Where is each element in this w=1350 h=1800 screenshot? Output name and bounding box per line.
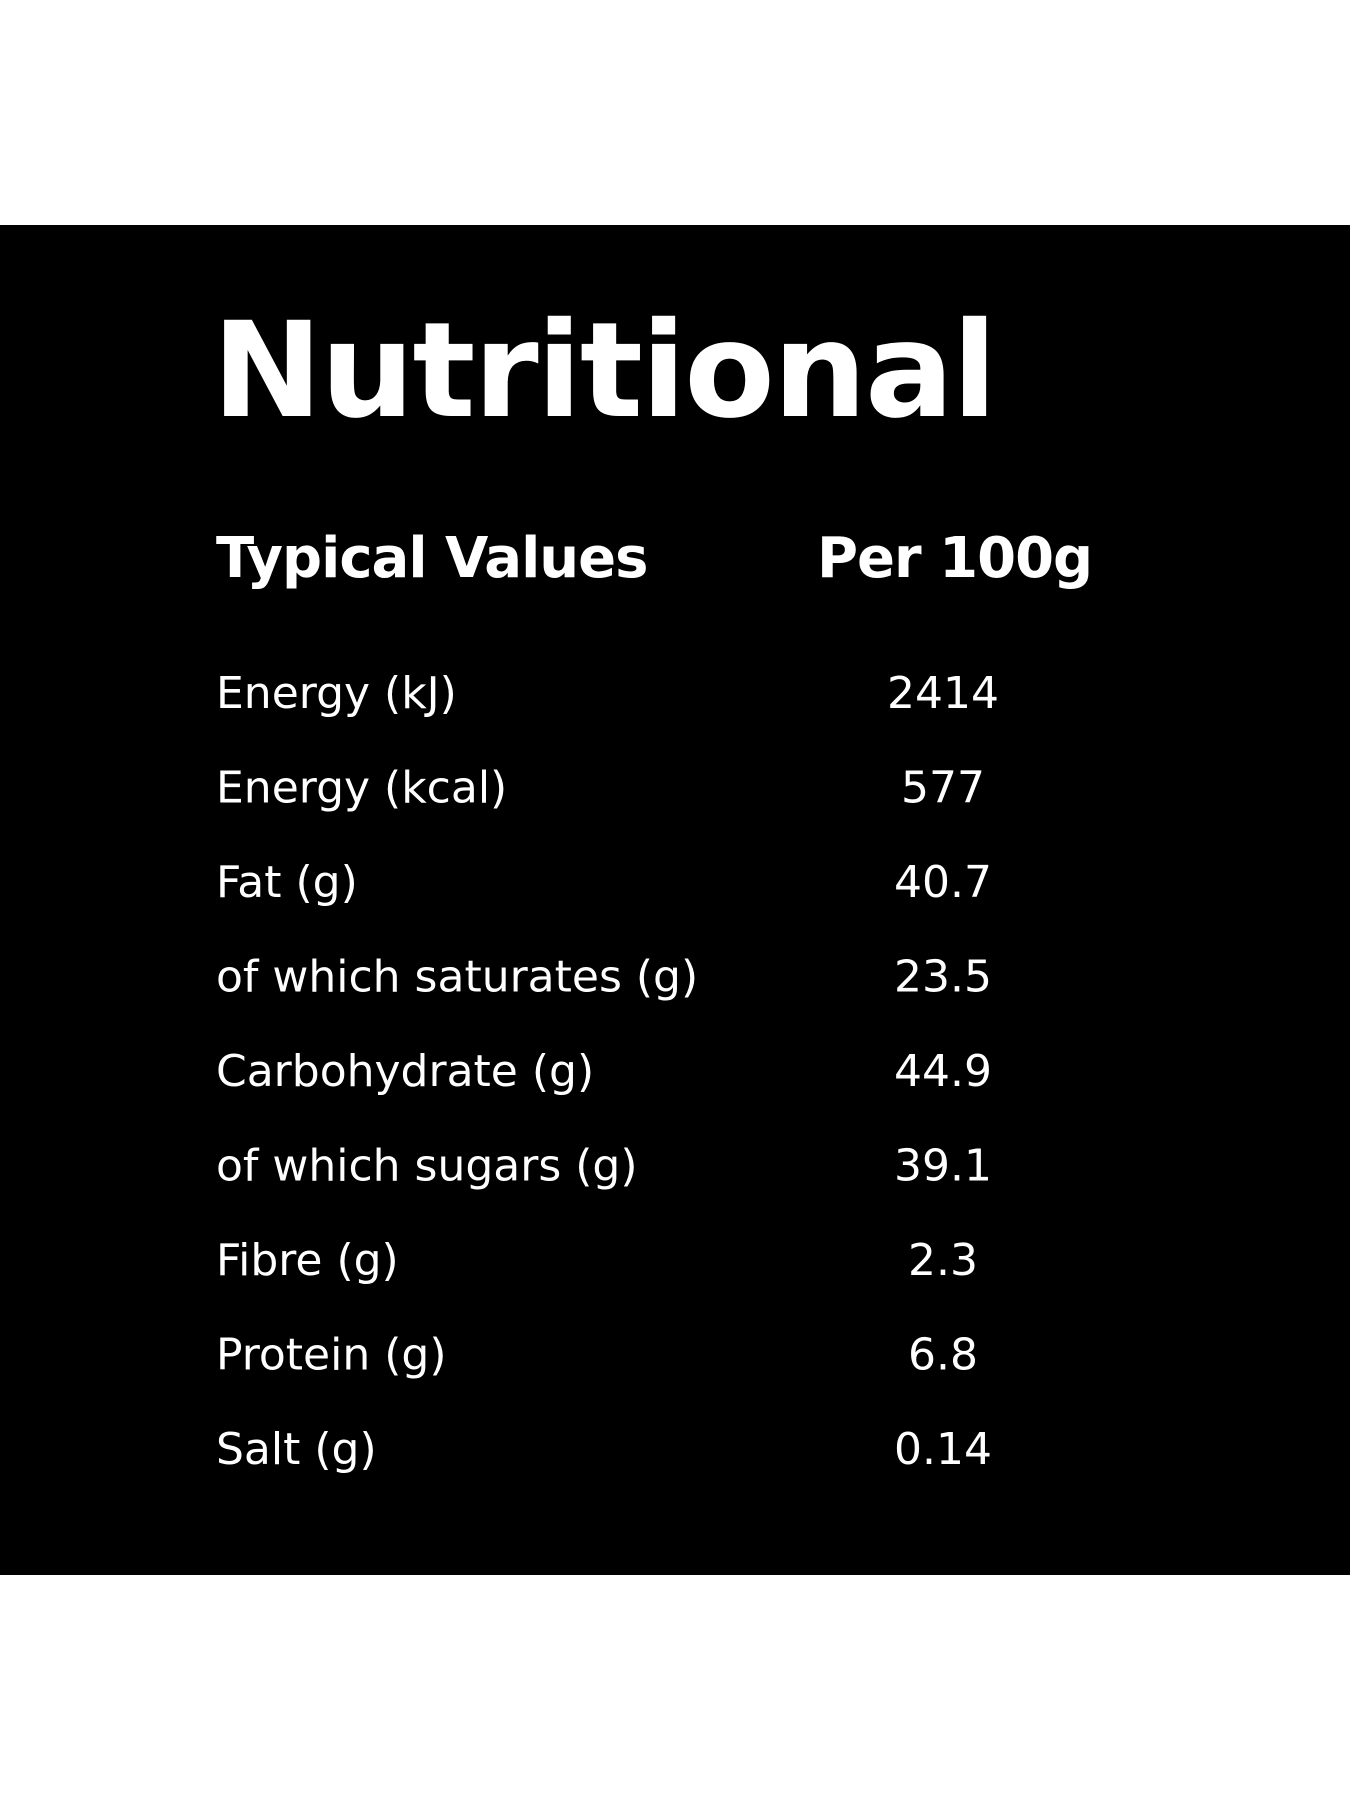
row-value: 44.9: [894, 1046, 992, 1097]
row-label: Fat (g): [216, 857, 358, 908]
row-label: of which saturates (g): [216, 952, 698, 1003]
column-header: Typical Values: [216, 526, 647, 591]
row-value: 2.3: [908, 1235, 978, 1286]
row-value: 39.1: [894, 1141, 992, 1192]
row-value: 2414: [887, 668, 999, 719]
row-label: Carbohydrate (g): [216, 1046, 594, 1097]
row-label: of which sugars (g): [216, 1141, 638, 1192]
column-header: Per 100g: [817, 526, 1092, 591]
row-value: 40.7: [894, 857, 992, 908]
row-value: 6.8: [908, 1330, 978, 1381]
row-label: Fibre (g): [216, 1235, 399, 1286]
black-panel: [0, 225, 1350, 1575]
row-value: 23.5: [894, 952, 992, 1003]
row-value: 577: [901, 763, 985, 814]
row-label: Protein (g): [216, 1330, 446, 1381]
row-label: Energy (kcal): [216, 763, 507, 814]
title: Nutritional: [212, 294, 995, 448]
row-label: Energy (kJ): [216, 668, 457, 719]
row-label: Salt (g): [216, 1424, 377, 1475]
row-value: 0.14: [894, 1424, 992, 1475]
